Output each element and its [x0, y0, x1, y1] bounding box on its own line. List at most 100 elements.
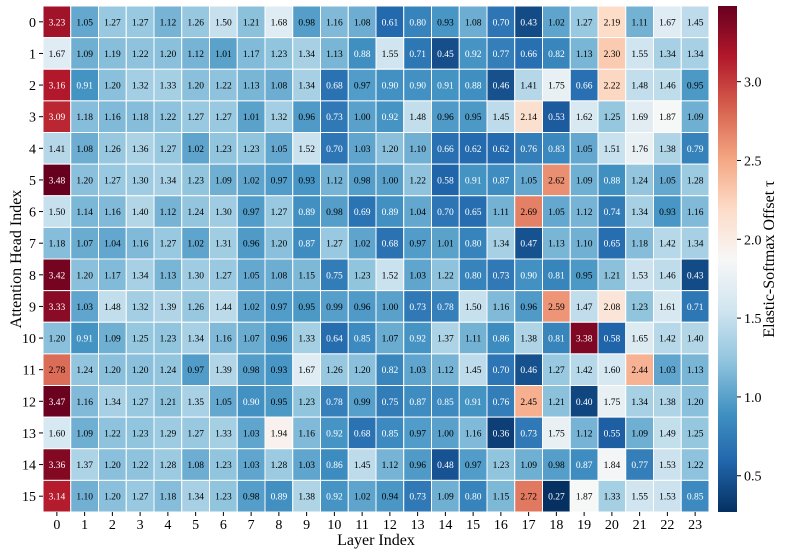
heatmap-cell — [375, 226, 405, 260]
heatmap-cell — [292, 5, 321, 39]
cell-value-label: 0.97 — [243, 208, 260, 218]
cell-value-label: 0.83 — [548, 145, 565, 155]
cell-value-label: 0.78 — [326, 398, 343, 408]
cell-value-label: 0.58 — [437, 176, 454, 186]
cell-value-label: 1.23 — [215, 493, 232, 503]
heatmap-cell — [625, 195, 654, 228]
cell-value-label: 0.76 — [520, 145, 537, 155]
cell-value-label: 3.16 — [49, 82, 66, 92]
heatmap-cell — [236, 132, 266, 165]
colorbar-ticks: 0.5 1.0 1.5 2.0 2.5 3.0 — [737, 76, 762, 485]
x-tick-label: 6 — [220, 518, 227, 533]
heatmap-cell — [292, 416, 321, 450]
heatmap-cell — [486, 385, 516, 418]
heatmap-cell — [569, 226, 599, 260]
heatmap-cell — [42, 290, 72, 323]
cell-value-label: 1.27 — [326, 240, 343, 250]
cell-value-label: 1.34 — [187, 335, 204, 345]
cell-value-label: 1.48 — [104, 303, 121, 313]
cell-value-label: 0.98 — [354, 176, 371, 186]
cell-value-label: 1.16 — [215, 335, 232, 345]
heatmap-cell — [320, 321, 349, 355]
cell-value-label: 1.00 — [382, 303, 399, 313]
x-tick-label: 3 — [137, 518, 144, 533]
colorbar-tick-label: 1.5 — [744, 312, 762, 327]
cell-value-label: 3.36 — [49, 461, 66, 471]
cell-value-label: 0.88 — [465, 82, 482, 92]
y-tick-label: 5 — [29, 174, 36, 189]
cell-value-label: 1.39 — [160, 303, 177, 313]
cell-value-label: 1.27 — [187, 429, 204, 439]
cell-value-label: 0.46 — [520, 366, 537, 376]
cell-value-label: 1.01 — [243, 113, 260, 123]
cell-value-label: 1.03 — [298, 461, 315, 471]
cell-value-label: 1.38 — [659, 145, 676, 155]
heatmap-cell — [320, 226, 349, 260]
cell-value-label: 1.03 — [243, 461, 260, 471]
cell-value-label: 1.41 — [520, 82, 537, 92]
heatmap-cell — [597, 416, 627, 450]
cell-value-label: 1.09 — [687, 113, 704, 123]
cell-value-label: 1.12 — [160, 208, 177, 218]
cell-value-label: 1.26 — [187, 303, 204, 313]
cell-value-label: 1.20 — [187, 82, 204, 92]
cell-value-label: 0.70 — [437, 208, 454, 218]
heatmap-cell — [292, 100, 321, 133]
cell-value-label: 0.89 — [271, 493, 288, 503]
heatmap-cell — [181, 132, 210, 165]
heatmap-cell — [458, 258, 488, 292]
cell-value-label: 0.93 — [298, 176, 315, 186]
cell-value-label: 0.47 — [520, 240, 537, 250]
x-tick-label: 7 — [248, 518, 255, 533]
heatmap-cell — [70, 163, 99, 197]
cell-value-label: 0.97 — [271, 303, 288, 313]
cell-value-label: 1.21 — [243, 18, 260, 28]
cell-value-label: 0.92 — [465, 50, 482, 60]
cell-value-label: 2.22 — [604, 82, 621, 92]
heatmap-cell — [680, 163, 710, 197]
cell-value-label: 1.27 — [215, 113, 232, 123]
cell-value-label: 1.20 — [132, 366, 149, 376]
heatmap-cell — [569, 5, 599, 39]
cell-value-label: 0.69 — [354, 208, 371, 218]
heatmap-cell — [569, 258, 599, 292]
heatmap-cell — [403, 258, 432, 292]
heatmap-cell — [625, 163, 654, 197]
cell-value-label: 0.80 — [465, 271, 482, 281]
cell-value-label: 1.07 — [243, 335, 260, 345]
cell-value-label: 1.20 — [271, 240, 288, 250]
cell-value-label: 1.18 — [631, 240, 648, 250]
cell-value-label: 0.76 — [493, 398, 510, 408]
cell-value-label: 0.91 — [465, 176, 482, 186]
cell-value-label: 1.12 — [576, 208, 593, 218]
cell-value-label: 1.30 — [132, 176, 149, 186]
cell-value-label: 1.05 — [576, 145, 593, 155]
heatmap-cell — [181, 416, 210, 450]
heatmap-cell — [403, 163, 432, 197]
cell-value-label: 0.81 — [548, 271, 565, 281]
heatmap-cell — [292, 290, 321, 323]
cell-value-label: 1.23 — [493, 461, 510, 471]
cell-value-label: 1.50 — [215, 18, 232, 28]
heatmap-cell — [403, 353, 432, 386]
cell-value-label: 1.20 — [49, 335, 66, 345]
cell-value-label: 1.17 — [243, 50, 260, 60]
cell-value-label: 1.09 — [76, 429, 93, 439]
cell-value-label: 1.23 — [298, 398, 315, 408]
heatmap-cell — [514, 258, 543, 292]
cell-value-label: 1.42 — [659, 335, 676, 345]
colorbar-label: Elastic-Softmax Offset τ — [761, 180, 778, 338]
cell-value-label: 1.34 — [132, 271, 149, 281]
cell-value-label: 1.18 — [160, 493, 177, 503]
cell-value-label: 2.72 — [520, 493, 537, 503]
cell-value-label: 1.27 — [576, 18, 593, 28]
cell-value-label: 1.19 — [104, 50, 121, 60]
cell-value-label: 1.11 — [493, 208, 510, 218]
heatmap-cell — [458, 5, 488, 39]
cell-value-label: 0.68 — [382, 240, 399, 250]
cell-value-label: 0.58 — [604, 335, 621, 345]
heatmap-cell — [680, 195, 710, 228]
heatmap-cell — [680, 132, 710, 165]
cell-value-label: 1.13 — [326, 50, 343, 60]
